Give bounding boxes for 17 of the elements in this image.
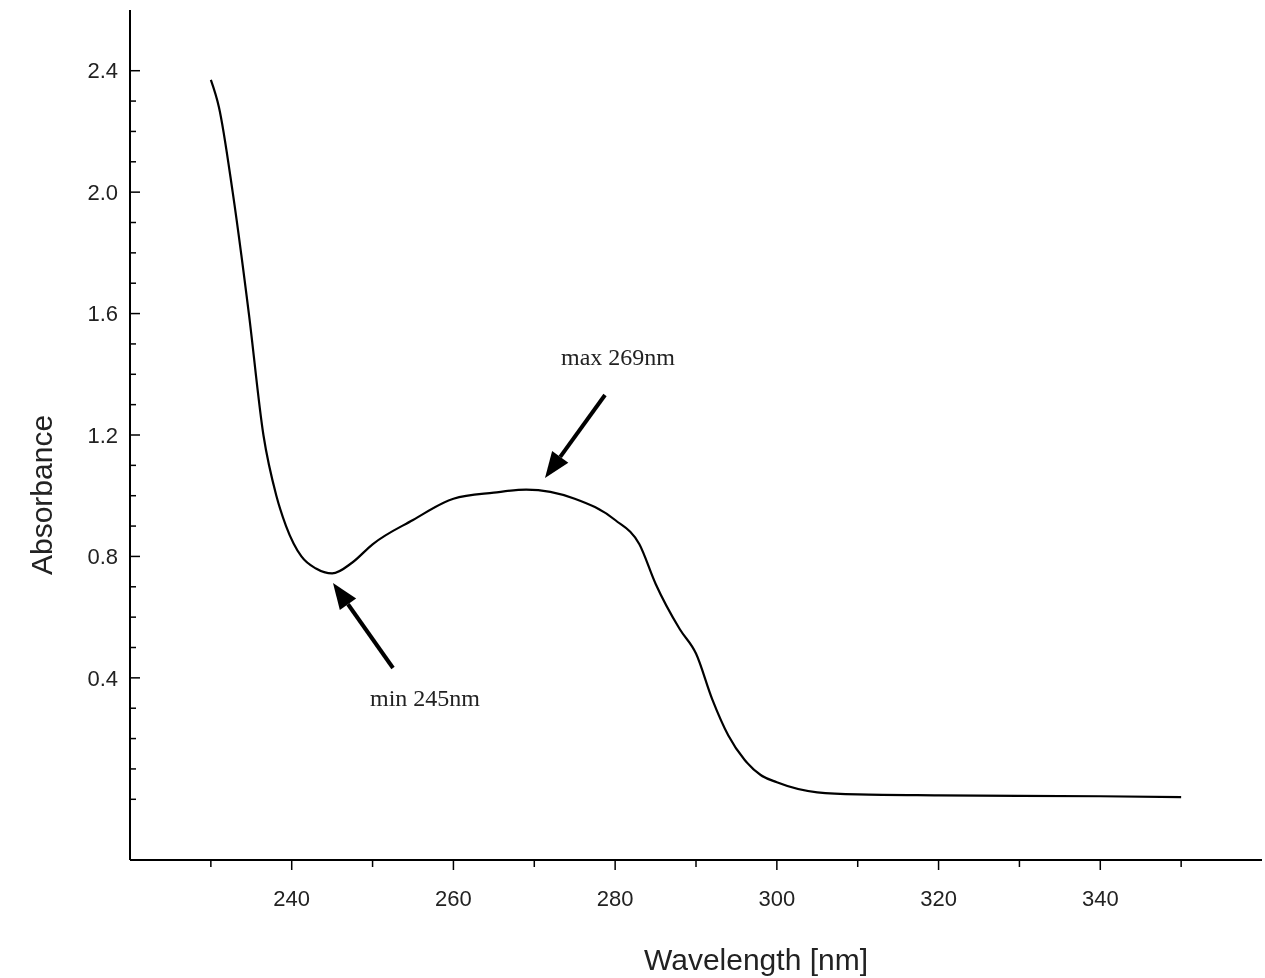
y-tick-label: 2.4 bbox=[87, 58, 118, 84]
line-series bbox=[209, 78, 1183, 799]
y-axis-title: Absorbance bbox=[25, 414, 58, 576]
annotation: min 245nm bbox=[369, 685, 481, 711]
x-tick-label: 260 bbox=[435, 886, 472, 911]
y-tick-label: 0.8 bbox=[87, 544, 118, 570]
x-tick-label: 280 bbox=[596, 886, 634, 911]
x-tick-label: 320 bbox=[920, 886, 957, 911]
annotation: max 269nm bbox=[561, 344, 676, 370]
y-tick-label: 1.6 bbox=[87, 301, 118, 327]
y-tick-label: 0.4 bbox=[87, 665, 118, 691]
x-axis-title: Wavelength [nm] bbox=[644, 943, 868, 976]
x-tick-label: 300 bbox=[758, 886, 796, 911]
y-tick-label: 2.0 bbox=[87, 179, 118, 205]
x-tick-label: 240 bbox=[273, 886, 311, 911]
x-tick-label: 340 bbox=[1081, 886, 1119, 911]
y-tick-label: 1.2 bbox=[87, 422, 118, 448]
